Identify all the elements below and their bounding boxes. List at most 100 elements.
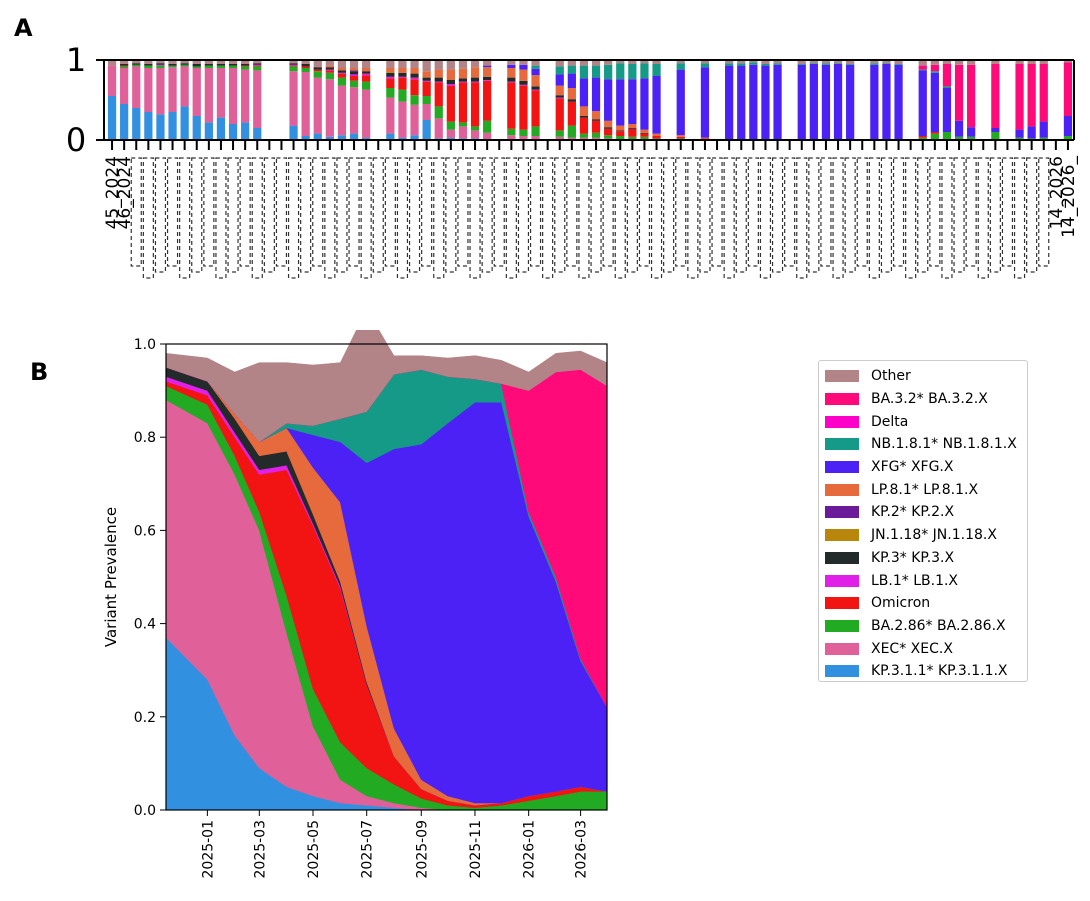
x-tick-label: 14_2026_ <box>1059 156 1079 238</box>
x-tick-label-overlap <box>663 157 675 273</box>
bar-stack <box>107 60 117 140</box>
bar-segment <box>519 60 528 65</box>
bar-segment <box>325 136 334 140</box>
bar-stack <box>591 60 601 140</box>
bar-segment <box>434 81 443 83</box>
bar-segment <box>325 70 334 73</box>
bar-segment <box>337 68 347 71</box>
bar-segment <box>349 133 359 140</box>
y-tick-label: 0.8 <box>134 430 156 446</box>
legend-swatch <box>825 461 859 474</box>
bar-segment <box>120 68 129 104</box>
bar-segment <box>410 79 419 96</box>
bar-segment <box>289 60 298 64</box>
legend-swatch <box>825 574 859 587</box>
bar-segment <box>120 65 129 67</box>
bar-stack <box>276 59 287 141</box>
bar-segment <box>507 77 516 82</box>
x-tick-label-overlap <box>203 157 215 267</box>
bar-segment <box>410 135 419 140</box>
bar-segment <box>483 67 492 77</box>
bar-segment <box>579 117 589 134</box>
bar-stack <box>1051 59 1061 141</box>
bar-segment <box>894 64 903 140</box>
bar-segment <box>712 59 722 141</box>
bar-segment <box>930 60 939 65</box>
bar-stack <box>604 60 613 140</box>
bar-segment <box>833 63 843 64</box>
x-tick-label-overlap <box>929 157 941 267</box>
bar-stack <box>797 60 806 140</box>
x-tick-label-overlap <box>542 157 554 279</box>
bar-segment <box>725 65 734 140</box>
bar-stack <box>192 60 201 140</box>
bar-stack <box>846 60 855 140</box>
bar-segment <box>1039 121 1048 138</box>
bar-segment <box>362 81 371 90</box>
bar-segment <box>289 71 298 126</box>
bar-segment <box>761 65 770 140</box>
bar-segment <box>797 64 806 65</box>
bar-segment <box>446 84 455 86</box>
x-tick-label-overlap <box>977 157 989 279</box>
bar-segment <box>555 136 564 140</box>
bar-segment <box>494 59 504 141</box>
bar-stack <box>531 60 540 140</box>
bar-segment <box>458 68 468 79</box>
bar-segment <box>809 60 818 64</box>
bar-segment <box>144 65 153 68</box>
bar-segment <box>337 85 347 136</box>
bar-segment <box>156 114 165 140</box>
bar-segment <box>1002 59 1013 141</box>
bar-segment <box>773 60 782 64</box>
bar-segment <box>555 60 564 67</box>
bar-segment <box>386 60 395 68</box>
x-tick-label-overlap <box>844 157 856 273</box>
bar-stack <box>494 59 504 141</box>
bar-segment <box>519 85 528 130</box>
bar-segment <box>349 87 359 134</box>
bar-segment <box>337 60 347 68</box>
legend-swatch <box>825 370 859 383</box>
bar-segment <box>313 77 322 134</box>
bar-segment <box>846 60 855 64</box>
bar-segment <box>567 101 576 126</box>
legend-swatch <box>825 665 859 678</box>
x-tick-label-overlap <box>215 157 227 279</box>
bar-stack <box>942 60 952 140</box>
bar-segment <box>168 67 177 112</box>
bar-segment <box>543 59 553 141</box>
bar-stack <box>906 59 916 141</box>
bar-segment <box>519 129 528 136</box>
bar-segment <box>386 68 395 72</box>
x-tick-label-overlap <box>263 157 275 273</box>
bar-segment <box>942 64 952 87</box>
x-tick-label-overlap <box>965 157 977 267</box>
bar-segment <box>422 60 431 72</box>
bar-segment <box>313 133 322 140</box>
bar-segment <box>604 128 613 136</box>
legend-label: XFG* XFG.X <box>871 459 954 476</box>
bar-segment <box>458 126 468 139</box>
bar-segment <box>930 133 939 140</box>
x-tick-label-overlap <box>614 157 626 279</box>
bar-segment <box>216 64 226 66</box>
bar-segment <box>362 73 371 76</box>
y-tick-label: 0.6 <box>134 523 156 539</box>
bar-stack <box>216 60 226 140</box>
x-tick-label-overlap <box>179 157 191 279</box>
bar-segment <box>652 136 661 139</box>
bar-segment <box>942 132 952 140</box>
bar-segment <box>398 76 407 78</box>
bar-segment <box>591 77 601 112</box>
bar-segment <box>676 60 685 64</box>
bar-segment <box>579 133 589 138</box>
bar-segment <box>628 79 637 124</box>
bar-segment <box>349 74 359 76</box>
bar-segment <box>276 59 287 141</box>
bar-stack <box>664 59 674 141</box>
y-tick-label: 0 <box>66 121 86 159</box>
bar-segment <box>906 59 916 141</box>
bar-segment <box>967 64 976 128</box>
bar-segment <box>652 76 661 134</box>
